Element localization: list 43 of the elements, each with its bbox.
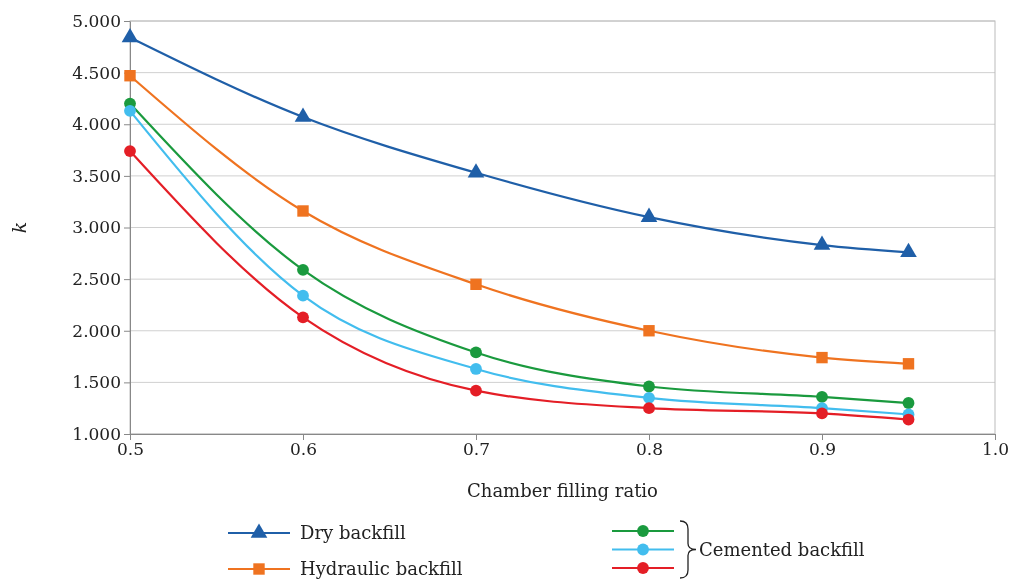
point (297, 263, 309, 276)
y-tick-label: 4.000 (72, 114, 121, 135)
point (643, 402, 655, 415)
point (297, 205, 309, 217)
x-tick-label: 0.8 (635, 439, 664, 460)
point (816, 390, 828, 403)
point (643, 325, 655, 337)
point (816, 407, 828, 420)
y-tick-label: 1.500 (72, 372, 121, 393)
point (121, 27, 139, 43)
y-tick-label: 5.000 (72, 10, 121, 31)
x-tick-label: 0.7 (462, 439, 491, 460)
point (297, 289, 309, 302)
y-tick-label: 3.500 (72, 165, 121, 186)
point (470, 363, 482, 375)
y-tick-label: 4.500 (72, 62, 121, 83)
legend-label: Dry backfill (300, 522, 406, 543)
x-tick-label: 0.6 (289, 439, 318, 460)
point (902, 413, 915, 426)
point (467, 163, 485, 178)
legend-label: Hydraulic backfill (300, 558, 463, 579)
point (643, 380, 655, 393)
y-axis-title: k (8, 221, 30, 234)
x-tick-label: 1.0 (981, 439, 1010, 460)
point (643, 391, 655, 404)
y-tick-label: 2.000 (72, 320, 121, 341)
x-tick-label: 0.9 (808, 439, 837, 460)
point (470, 384, 482, 397)
point (294, 107, 312, 122)
point (900, 242, 917, 258)
point (124, 104, 136, 117)
point (902, 358, 915, 370)
y-tick-label: 3.000 (72, 217, 121, 238)
point (124, 145, 136, 157)
point (470, 278, 482, 290)
point (297, 311, 309, 324)
y-tick-label: 2.500 (72, 269, 121, 290)
x-axis-title: Chamber filling ratio (467, 480, 658, 501)
text: Cemented backfill (699, 539, 865, 560)
point (124, 70, 136, 82)
point (816, 351, 828, 364)
point (902, 397, 915, 409)
point (470, 346, 482, 359)
